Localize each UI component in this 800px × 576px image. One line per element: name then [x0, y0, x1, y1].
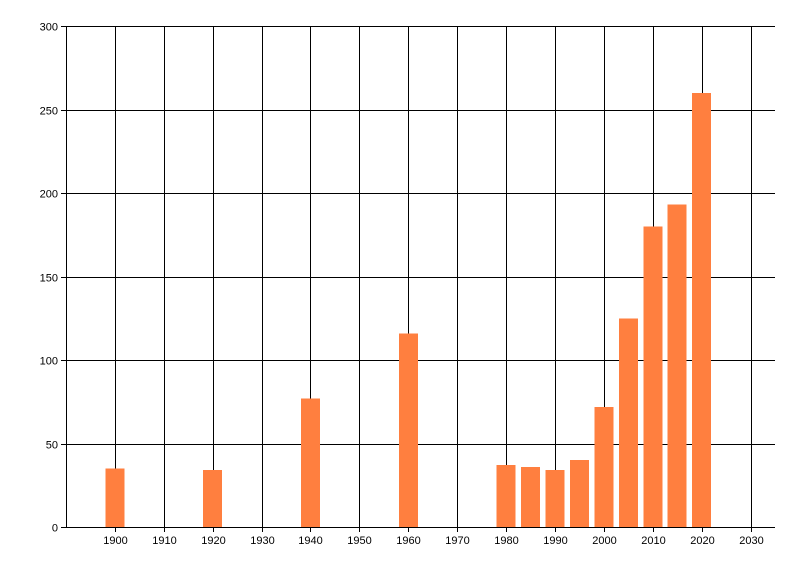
- bar-2005: [618, 318, 638, 528]
- x-tick-label: 2020: [690, 535, 714, 547]
- bars: [105, 92, 712, 528]
- x-tick-label: 2000: [592, 535, 616, 547]
- bar-1900: [105, 468, 125, 527]
- tick-labels: 0 50 100 150 200 250 300 1900 1910 1920 1930 1940 19…: [40, 22, 764, 548]
- bar-1960: [398, 333, 418, 527]
- bar-2015: [667, 204, 687, 527]
- x-tick-label: 1990: [543, 535, 567, 547]
- x-tick-label: 1940: [298, 535, 322, 547]
- bar-1980: [496, 465, 516, 527]
- bar-1995: [569, 460, 589, 527]
- x-tick-label: 1920: [201, 535, 225, 547]
- y-tick-label: 150: [40, 273, 58, 285]
- x-tick-label: 1950: [347, 535, 371, 547]
- x-tick-label: 2010: [641, 535, 665, 547]
- x-tick-label: 2030: [739, 535, 763, 547]
- y-tick-label: 100: [40, 356, 58, 368]
- y-tick-label: 0: [52, 523, 58, 535]
- y-tick-label: 250: [40, 106, 58, 118]
- bar-2020: [692, 92, 712, 528]
- bar-1940: [301, 398, 320, 527]
- x-tick-label: 1980: [494, 535, 518, 547]
- y-tick-label: 300: [40, 22, 58, 34]
- bar-2010: [643, 226, 663, 527]
- y-tick-label: 200: [40, 189, 58, 201]
- x-tick-label: 1910: [152, 535, 176, 547]
- x-tick-label: 1960: [396, 535, 420, 547]
- axes: [61, 26, 775, 532]
- x-tick-label: 1930: [250, 535, 274, 547]
- bar-1985: [521, 466, 540, 527]
- x-tick-label: 1970: [445, 535, 469, 547]
- x-tick-label: 1900: [103, 535, 127, 547]
- bar-1990: [545, 470, 565, 527]
- bar-1920: [203, 470, 223, 527]
- y-tick-label: 50: [46, 440, 58, 452]
- bar-2000: [594, 406, 614, 527]
